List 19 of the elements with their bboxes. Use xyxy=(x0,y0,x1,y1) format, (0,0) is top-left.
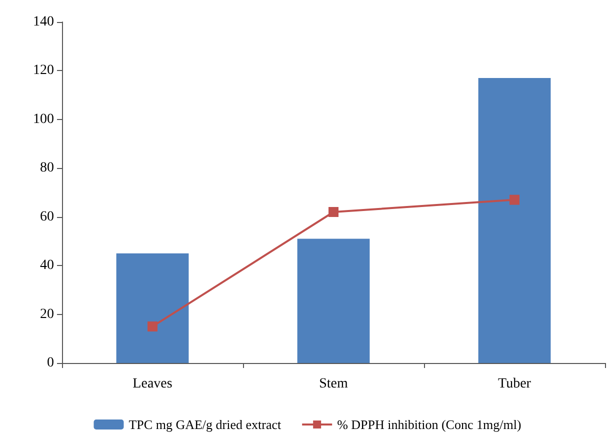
legend-label: TPC mg GAE/g dried extract xyxy=(128,417,282,432)
x-tick-label: Leaves xyxy=(132,376,172,392)
bar xyxy=(116,253,189,363)
point xyxy=(328,206,338,217)
bar xyxy=(297,238,370,363)
legend-label: % DPPH inhibition (Conc 1mg/ml) xyxy=(337,417,522,432)
y-tick-label: 40 xyxy=(40,258,54,274)
y-tick-label: 140 xyxy=(33,14,54,30)
y-tick-label: 100 xyxy=(33,112,54,127)
y-tick-label: 120 xyxy=(33,63,54,78)
y-tick-label: 60 xyxy=(40,209,54,224)
x-tick-label: Tuber xyxy=(498,376,532,392)
x-tick-label: Stem xyxy=(319,376,348,392)
point xyxy=(510,194,520,205)
point xyxy=(148,321,158,332)
bar xyxy=(478,78,551,363)
y-tick-label: 0 xyxy=(47,356,54,370)
y-tick-label: 80 xyxy=(40,160,54,176)
y-tick-label: 20 xyxy=(40,306,54,322)
